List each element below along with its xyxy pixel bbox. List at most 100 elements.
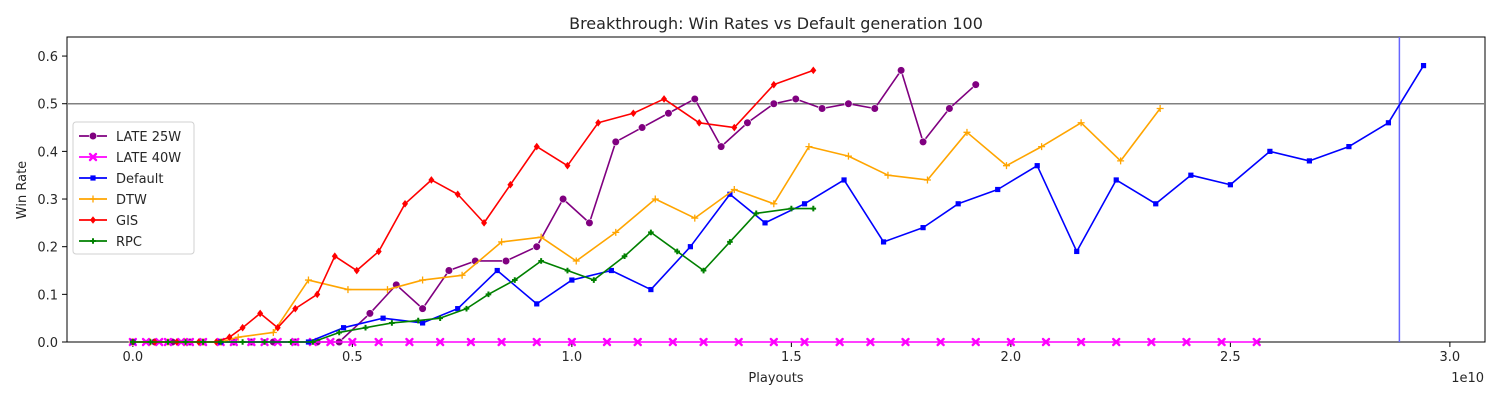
data-point-dtw: [963, 128, 971, 136]
x-axis-label: Playouts: [748, 371, 803, 386]
data-point-dtw: [234, 333, 242, 341]
legend-swatch-marker: [89, 195, 97, 203]
data-point-gis: [507, 180, 514, 189]
data-point-rpc: [130, 339, 136, 345]
legend-item-late-25w: LATE 25W: [79, 130, 181, 145]
data-point-late-40w: [602, 337, 612, 347]
data-point-late-40w: [936, 337, 945, 347]
data-point-default: [569, 277, 575, 283]
data-point-gis: [292, 304, 299, 313]
data-point-late-25w: [870, 104, 879, 113]
x-tick-label: 0.0: [123, 350, 144, 365]
data-point-late-40w: [326, 337, 335, 347]
data-point-rpc: [485, 291, 492, 298]
data-point-late-40w: [699, 337, 708, 347]
data-point-default: [1034, 163, 1040, 169]
data-point-late-40w: [567, 337, 577, 347]
data-point-gis: [731, 123, 738, 132]
y-tick-label: 0.3: [37, 193, 58, 208]
data-point-dtw: [383, 286, 391, 294]
data-point-default: [608, 267, 614, 274]
x-tick-label: 0.5: [342, 350, 363, 365]
x-axis-offset-label: 1e10: [1451, 371, 1484, 386]
chart-title: Breakthrough: Win Rates vs Default gener…: [569, 14, 983, 33]
x-tick-label: 3.0: [1440, 350, 1461, 365]
x-axis: 0.0 0.5 1.0 1.5 2.0 2.5 3.0: [123, 342, 1461, 365]
data-point-late-40w: [1252, 337, 1261, 347]
data-point-late-40w: [466, 337, 476, 347]
data-point-late-40w: [1076, 337, 1086, 347]
data-point-late-40w: [374, 337, 383, 347]
data-point-late-40w: [835, 337, 844, 347]
data-point-gis: [630, 109, 637, 118]
data-point-late-25w: [418, 304, 427, 313]
data-point-dtw: [458, 271, 466, 279]
legend-item-rpc: RPC: [79, 235, 142, 250]
data-point-late-25w: [971, 80, 980, 89]
data-point-late-25w: [769, 99, 778, 108]
data-point-rpc: [200, 339, 206, 345]
legend-item-default: Default: [79, 172, 164, 187]
data-point-gis: [770, 80, 777, 89]
data-point-default: [727, 191, 733, 197]
data-point-late-40w: [532, 337, 541, 347]
data-point-late-25w: [611, 137, 620, 146]
data-point-default: [1188, 172, 1194, 178]
data-point-rpc: [389, 320, 395, 326]
x-tick-label: 1.0: [562, 350, 583, 365]
data-point-late-40w: [348, 337, 357, 347]
data-point-dtw: [537, 233, 545, 241]
data-point-late-25w: [444, 266, 454, 275]
data-point-dtw: [1038, 143, 1046, 151]
data-point-late-40w: [1041, 337, 1051, 347]
data-point-default: [455, 306, 461, 312]
data-point-rpc: [239, 339, 246, 345]
legend-item-gis: GIS: [79, 214, 138, 229]
y-axis-label: Win Rate: [15, 161, 30, 219]
data-point-dtw: [884, 171, 892, 179]
data-point-default: [880, 239, 887, 245]
data-point-late-40w: [497, 337, 506, 347]
data-point-late-25w: [918, 137, 928, 146]
data-point-rpc: [591, 277, 597, 283]
y-tick-label: 0.2: [37, 241, 58, 256]
legend-label: RPC: [116, 235, 142, 250]
data-point-rpc: [415, 317, 422, 324]
data-point-late-40w: [769, 337, 779, 347]
data-point-late-25w: [638, 123, 647, 132]
data-point-default: [1227, 182, 1233, 188]
data-point-gis: [810, 66, 817, 75]
data-point-late-40w: [800, 337, 809, 347]
data-point-default: [1385, 120, 1392, 126]
data-point-dtw: [691, 214, 699, 222]
data-point-rpc: [538, 258, 544, 264]
data-point-dtw: [1077, 119, 1085, 127]
data-point-late-25w: [817, 104, 827, 113]
data-point-rpc: [165, 339, 171, 345]
data-point-gis: [402, 199, 409, 208]
data-point-default: [1153, 201, 1159, 207]
data-point-rpc: [700, 267, 707, 274]
data-point-rpc: [648, 229, 654, 236]
series-default: [130, 62, 1427, 345]
data-point-rpc: [261, 339, 268, 345]
data-point-dtw: [770, 200, 778, 208]
data-point-rpc: [362, 324, 369, 331]
data-point-rpc: [217, 339, 224, 345]
data-point-dtw: [304, 276, 312, 284]
data-point-gis: [564, 161, 571, 170]
data-point-gis: [428, 176, 435, 184]
data-point-default: [801, 201, 808, 207]
data-point-gis: [481, 219, 488, 227]
data-point-rpc: [564, 267, 571, 274]
legend-swatch-marker: [88, 152, 98, 162]
series-line-gis: [132, 69, 814, 343]
data-point-late-40w: [866, 337, 875, 347]
data-point-default: [1306, 158, 1312, 164]
data-point-gis: [257, 309, 264, 318]
y-tick-label: 0.1: [37, 288, 58, 303]
data-point-default: [1113, 177, 1119, 183]
data-point-late-25w: [717, 142, 726, 151]
legend-label: LATE 40W: [116, 151, 181, 166]
y-tick-label: 0.6: [37, 50, 58, 65]
